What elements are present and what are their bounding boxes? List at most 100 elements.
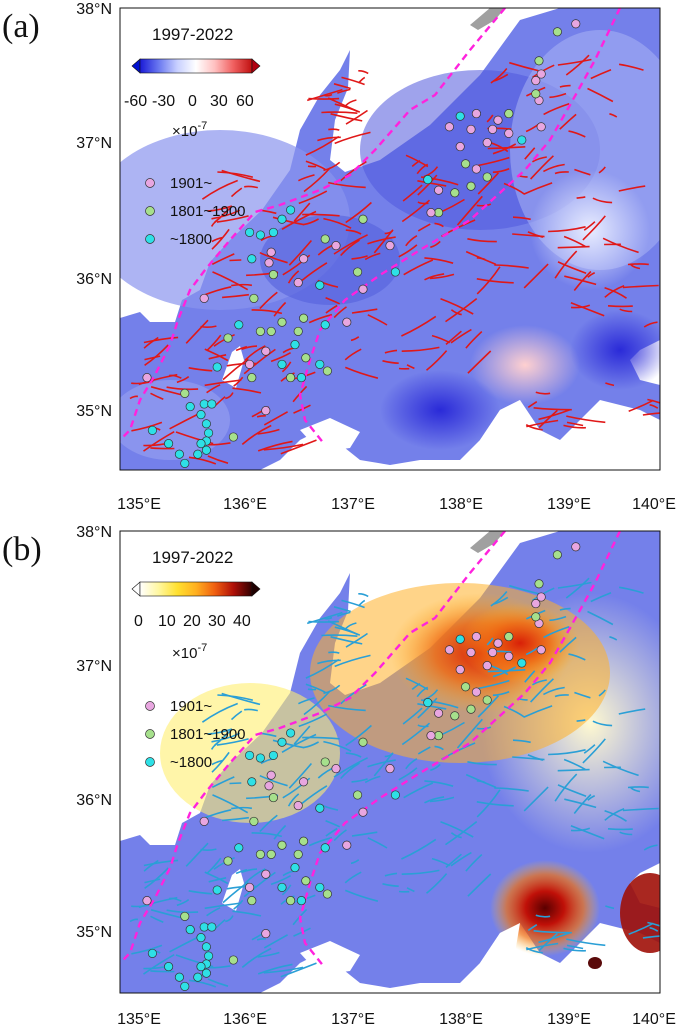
event-marker-a-1 [552,27,562,37]
fault-trace-b-238 [619,831,633,836]
fault-trace-b-32 [138,896,178,909]
fault-trace-a-160 [401,199,431,223]
fault-trace-b-111 [334,626,361,636]
fault-trace-b-146 [382,883,399,887]
x-tick-b-135: 135°E [117,1011,161,1028]
event-marker-a-22 [450,188,460,198]
fault-trace-a-77 [201,179,238,200]
y-tick-a-35: 35°N [76,403,112,420]
event-marker-b-47 [199,816,209,826]
event-marker-b-33 [353,790,363,800]
fault-trace-a-210 [490,68,508,84]
fault-trace-b-115 [305,683,326,694]
fault-trace-b-59 [287,793,300,807]
fault-trace-b-38 [185,842,209,867]
fault-trace-a-187 [417,201,429,205]
fault-trace-b-100 [328,651,340,654]
fault-trace-a-257 [538,409,558,429]
fault-trace-b-168 [411,682,421,691]
event-marker-b-43 [268,750,278,760]
event-marker-b-26 [426,731,436,741]
event-marker-b-64 [296,896,306,906]
fault-trace-b-70 [325,820,341,828]
fault-trace-a-42 [280,439,317,455]
fault-trace-b-165 [494,787,529,792]
fault-trace-a-65 [259,291,278,310]
event-marker-b-37 [266,770,276,780]
fault-trace-b-45 [263,934,288,949]
fault-trace-b-137 [450,851,472,867]
event-marker-a-16 [444,122,454,132]
fault-trace-b-153 [450,832,462,839]
event-marker-a-38 [264,258,274,268]
fault-trace-b-55 [211,732,241,743]
fault-trace-a-200 [598,166,606,174]
colorbar-title-a: 1997-2022 [152,25,233,44]
fault-trace-a-178 [557,245,590,249]
fault-trace-a-66 [300,262,328,282]
colorbar-tick-a-2: 0 [188,93,197,110]
event-marker-b-1 [552,550,562,560]
fault-trace-b-67 [298,697,315,705]
event-marker-a-31 [385,241,395,251]
fault-trace-b-254 [538,932,571,944]
fault-trace-a-143 [367,314,388,326]
fault-trace-b-25 [143,859,159,872]
fault-trace-b-57 [273,824,287,840]
fault-trace-b-27 [150,970,175,973]
y-tick-b-37: 37°N [76,658,112,675]
event-marker-a-70 [185,402,195,412]
event-marker-a-55 [342,317,352,327]
fault-trace-b-56 [221,692,261,706]
fault-trace-b-152 [373,752,394,777]
fault-trace-a-32 [138,373,178,386]
panel-a: (a) 1997-2022 -60 -30 0 30 60 ×10-7 1901… [2,1,676,513]
fault-trace-a-23 [131,421,163,432]
fault-trace-b-65 [259,814,278,833]
x-axis-b: 135°E 136°E 137°E 138°E 139°E 140°E [117,1011,676,1028]
event-marker-a-50 [320,320,330,330]
fault-trace-b-139 [445,820,478,846]
fault-trace-a-107 [334,131,371,145]
fault-trace-b-154 [476,789,501,818]
fault-trace-a-124 [401,315,437,337]
event-marker-b-0 [571,542,581,552]
fault-trace-a-169 [417,180,447,187]
fault-trace-b-124 [401,838,437,860]
fault-trace-a-98 [302,213,340,217]
fault-trace-a-81 [216,215,249,223]
fault-trace-a-195 [512,216,531,221]
y-tick-a-37: 37°N [76,135,112,152]
fault-trace-a-142 [476,278,514,284]
fault-trace-a-123 [333,234,368,255]
fault-trace-a-58 [281,210,317,230]
fault-trace-b-240 [627,786,649,789]
legend-label-pre1800-b: ~1800 [170,754,212,771]
fault-trace-b-244 [604,807,625,821]
event-marker-b-7 [493,638,503,648]
y-axis-b: 38°N 37°N 36°N 35°N [76,524,112,941]
fault-trace-b-20 [213,856,235,870]
fault-trace-b-201 [609,636,618,641]
fault-trace-a-202 [568,130,586,138]
fault-trace-b-120 [317,659,341,665]
fault-trace-a-57 [273,301,287,317]
fault-trace-b-147 [467,873,492,897]
fault-trace-a-162 [402,184,423,202]
event-marker-b-85 [228,955,238,965]
fault-trace-a-13 [256,414,266,418]
events-b [142,542,581,991]
fault-trace-a-249 [642,412,660,416]
panel-letter-a: (a) [2,8,40,45]
event-marker-a-80 [164,439,174,449]
fault-trace-b-129 [367,759,396,768]
fault-trace-b-80 [323,740,352,752]
event-marker-b-59 [234,843,244,853]
event-marker-a-65 [247,373,257,383]
fault-trace-a-116 [337,88,351,94]
fault-trace-a-121 [345,109,368,125]
fault-trace-b-179 [548,749,586,756]
fault-trace-a-146 [382,360,399,364]
event-marker-b-81 [174,972,184,982]
fault-trace-a-119 [327,97,358,113]
